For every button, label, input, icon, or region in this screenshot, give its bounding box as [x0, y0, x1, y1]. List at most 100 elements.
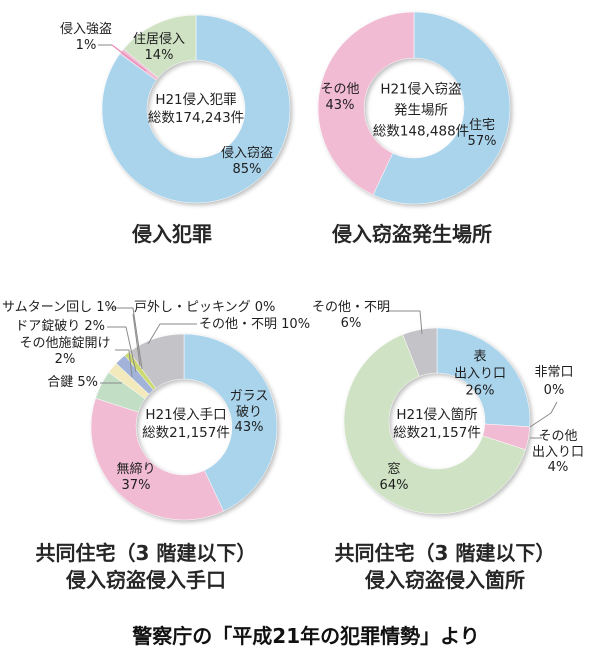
label-intrusion-robbery: 侵入強盗 1%: [60, 22, 112, 54]
label-intrusion-theft: 侵入窃盗 85%: [221, 146, 273, 178]
segment-pct: 43%: [234, 419, 264, 435]
segment-name: 出入り口: [453, 366, 507, 382]
title-line: 侵入窃盗侵入箇所: [364, 568, 525, 592]
donut-segment: [128, 333, 185, 389]
segment-pct: 57%: [467, 134, 497, 149]
center-text-chart4: H21侵入箇所 総数21,157件: [393, 406, 481, 442]
segment-name: 表: [473, 349, 487, 365]
leader-door-lock: [107, 326, 137, 373]
segment-pct: 10%: [281, 317, 311, 332]
segment-pct: 5%: [77, 375, 98, 390]
label-front-doorway: 表 出入り口 26%: [454, 349, 506, 400]
center-line: H21侵入窃盗: [380, 81, 462, 98]
label-residence-intrusion: 住居侵入 14%: [133, 32, 185, 64]
center-line: 総数21,157件: [142, 425, 230, 441]
segment-pct: 2%: [84, 319, 105, 334]
donut-segment: [123, 14, 197, 79]
leader-other-unknown-10: [147, 323, 197, 345]
center-text-chart2: H21侵入窃盗 発生場所 総数148,488件: [373, 80, 469, 143]
segment-pct: 26%: [465, 383, 495, 399]
donut-entry-methods: [90, 333, 278, 521]
center-line: H21侵入手口: [145, 407, 227, 423]
donut-break-in-crimes: [101, 14, 291, 204]
segment-name: 侵入強盗: [59, 22, 113, 37]
label-thumbturn: サムターン回し 1%: [2, 300, 117, 316]
center-line: 総数148,488件: [372, 123, 470, 140]
label-other-doorway: その他 出入り口 4%: [532, 429, 584, 476]
donut-segment: [372, 11, 511, 205]
segment-name: 破り: [235, 404, 262, 420]
segment-pct: 64%: [379, 478, 409, 493]
segment-pct: 43%: [325, 98, 355, 113]
leader-picking: [132, 313, 141, 367]
segment-pct: 0%: [543, 383, 565, 398]
leader-other-unknown-6: [387, 310, 423, 335]
donut-segment: [436, 327, 531, 428]
leader-thumbturn: [107, 307, 143, 370]
label-emergency-exit: 非常口 0%: [534, 364, 573, 400]
center-line: 発生場所: [393, 102, 448, 119]
segment-name: その他・不明: [199, 317, 278, 332]
segment-name: 窓: [387, 462, 401, 477]
label-unlocked: 無締り 37%: [116, 462, 155, 494]
donut-segment: [183, 333, 278, 512]
segment-name: 非常口: [534, 365, 574, 380]
segment-name: ガラス: [229, 388, 269, 404]
source-caption: 警察庁の「平成21年の犯罪情勢」より: [132, 624, 480, 648]
title-line: 共同住宅（3 階建以下）: [35, 541, 257, 565]
donut-segment: [343, 334, 526, 515]
title-chart1: 侵入犯罪: [132, 221, 212, 248]
segment-pct: 4%: [547, 459, 569, 475]
segment-name: その他: [538, 428, 578, 444]
title-line: 侵入犯罪: [132, 222, 212, 246]
segment-pct: 1%: [75, 38, 97, 53]
segment-pct: 1%: [96, 300, 117, 315]
segment-pct: 6%: [340, 316, 362, 331]
label-duplicate-key: 合鍵 5%: [2, 375, 98, 391]
label-picking: 戸外し・ピッキング 0%: [134, 300, 275, 316]
center-line: 総数174,243件: [147, 110, 245, 126]
segment-name: 戸外し・ピッキング: [134, 300, 251, 315]
label-window: 窓 64%: [380, 462, 409, 494]
label-other-unknown-6: その他・不明 6%: [312, 300, 390, 332]
label-glass-break: ガラス 破り 43%: [230, 389, 269, 436]
title-chart4: 共同住宅（3 階建以下） 侵入窃盗侵入箇所: [335, 540, 556, 594]
segment-name: 住宅: [468, 118, 495, 133]
label-door-lock-break: ドア錠破り 2%: [2, 319, 105, 335]
segment-name: 出入り口: [531, 444, 585, 460]
title-chart3: 共同住宅（3 階建以下） 侵入窃盗侵入手口: [36, 540, 257, 594]
donut-burglary-locations: [317, 11, 511, 205]
center-text-chart1: H21侵入犯罪 総数174,243件: [148, 91, 244, 127]
segment-name: その他施錠開け: [19, 336, 111, 351]
leader-robbery-line: [111, 44, 147, 72]
segment-name: ドア錠破り: [15, 319, 81, 334]
label-residence-location: 住宅 57%: [468, 118, 497, 150]
segment-name: その他・不明: [311, 300, 391, 315]
donut-segment: [402, 327, 438, 377]
segment-name: 侵入窃盗: [220, 146, 274, 161]
leader-other-unlock: [115, 349, 133, 378]
segment-pct: 85%: [232, 162, 262, 177]
center-text-chart3: H21侵入手口 総数21,157件: [142, 406, 230, 442]
center-line: H21侵入箇所: [396, 407, 478, 423]
donut-segment: [101, 14, 291, 204]
leader-emergency-exit: [529, 401, 558, 428]
segment-pct: 0%: [254, 300, 276, 315]
segment-name: 無締り: [116, 462, 156, 477]
center-line: 総数21,157件: [393, 425, 481, 441]
segment-name: 合鍵: [47, 375, 74, 390]
segment-name: サムターン回し: [2, 300, 93, 315]
center-line: H21侵入犯罪: [155, 92, 237, 108]
donut-segment: [90, 397, 224, 521]
segment-pct: 2%: [54, 352, 76, 367]
label-other-location: その他 43%: [320, 82, 359, 114]
label-other-unknown-10: その他・不明 10%: [199, 317, 310, 333]
segment-name: 住居侵入: [132, 32, 186, 47]
title-line: 共同住宅（3 階建以下）: [334, 541, 556, 565]
title-chart2: 侵入窃盗発生場所: [332, 221, 492, 248]
title-line: 侵入窃盗侵入手口: [65, 568, 226, 592]
segment-pct: 37%: [121, 478, 151, 493]
donut-entry-points: [343, 327, 531, 515]
